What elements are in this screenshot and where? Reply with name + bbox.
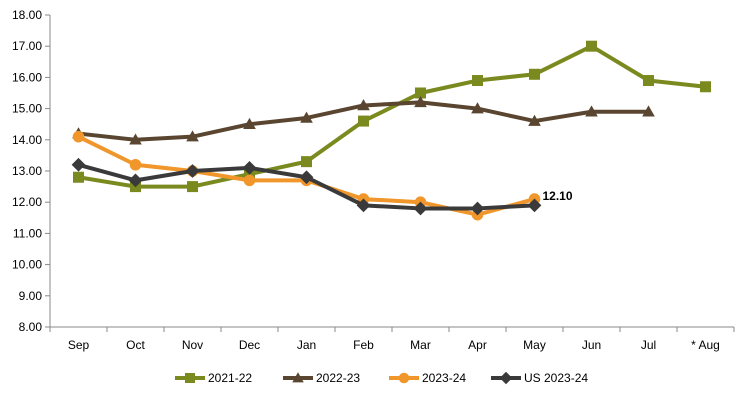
data-point bbox=[471, 102, 484, 114]
data-point bbox=[128, 173, 143, 188]
data-point bbox=[472, 75, 483, 87]
annotation-layer: 12.10 bbox=[543, 189, 573, 203]
data-point bbox=[415, 87, 426, 99]
data-point bbox=[71, 157, 86, 172]
data-point bbox=[643, 75, 654, 87]
x-tick-label: May bbox=[523, 338, 546, 352]
y-tick-label: 13.00 bbox=[12, 164, 42, 178]
data-point bbox=[185, 164, 200, 178]
series-line bbox=[78, 44, 706, 189]
legend: 2021-22 2022-23 2023-24 US 2023-24 bbox=[175, 371, 588, 385]
y-tick-label: 9.00 bbox=[19, 289, 43, 303]
legend-item: 2021-22 bbox=[175, 371, 252, 385]
legend-label: 2023-24 bbox=[422, 371, 466, 385]
series-2021-22 bbox=[73, 40, 711, 193]
data-point bbox=[301, 156, 312, 168]
y-tick-label: 15.00 bbox=[12, 102, 42, 116]
data-point bbox=[586, 40, 597, 52]
data-point bbox=[356, 198, 371, 213]
y-tick-label: 18.00 bbox=[12, 8, 42, 22]
data-point bbox=[187, 181, 198, 193]
legend-label: 2022-23 bbox=[316, 371, 360, 385]
x-tick-label: Jul bbox=[641, 338, 656, 352]
data-label: 12.10 bbox=[543, 189, 573, 203]
x-tick-label: Dec bbox=[239, 338, 260, 352]
data-point bbox=[529, 68, 540, 80]
legend-swatch-marker bbox=[292, 372, 304, 383]
data-point bbox=[243, 117, 256, 129]
data-point bbox=[358, 115, 369, 127]
y-tick-label: 10.00 bbox=[12, 258, 42, 272]
x-tick-label: Apr bbox=[468, 338, 487, 352]
data-point bbox=[528, 114, 541, 126]
legend-label: 2021-22 bbox=[208, 371, 252, 385]
data-point bbox=[129, 158, 142, 171]
y-tick-label: 8.00 bbox=[19, 320, 43, 334]
legend-item: 2022-23 bbox=[283, 371, 360, 385]
y-tick-label: 14.00 bbox=[12, 133, 42, 147]
x-tick-label: * Aug bbox=[691, 338, 720, 352]
data-point bbox=[299, 170, 314, 185]
data-point bbox=[413, 201, 428, 216]
x-tick-label: Sep bbox=[68, 338, 90, 352]
data-point bbox=[73, 171, 84, 183]
legend-swatch-marker bbox=[398, 372, 410, 384]
y-tick-label: 16.00 bbox=[12, 70, 42, 84]
data-point bbox=[470, 201, 485, 216]
x-tick-label: Jun bbox=[582, 338, 601, 352]
y-tick-label: 17.00 bbox=[12, 39, 42, 53]
x-tick-label: Oct bbox=[126, 338, 145, 352]
axes: 8.00 9.00 10.00 11.00 12.00 13.00 14.00 15.00 16… bbox=[12, 8, 735, 352]
data-point bbox=[585, 105, 598, 117]
y-tick-label: 12.00 bbox=[12, 195, 42, 209]
data-point bbox=[300, 111, 313, 123]
data-point bbox=[700, 81, 711, 93]
data-point bbox=[242, 161, 257, 175]
data-point bbox=[72, 130, 85, 143]
legend-label: US 2023-24 bbox=[524, 371, 588, 385]
series-layer bbox=[71, 40, 711, 221]
y-tick-label: 11.00 bbox=[13, 226, 42, 240]
data-point bbox=[642, 105, 655, 117]
x-tick-label: Jan bbox=[297, 338, 316, 352]
data-point bbox=[414, 96, 427, 108]
x-tick-label: Nov bbox=[182, 338, 203, 352]
data-point bbox=[186, 130, 199, 142]
data-point bbox=[527, 198, 542, 213]
legend-swatch-marker bbox=[185, 373, 195, 383]
series-us-2023-24 bbox=[71, 157, 542, 216]
series-2022-23 bbox=[72, 96, 655, 145]
data-point bbox=[243, 174, 256, 187]
data-point bbox=[129, 133, 142, 145]
data-point bbox=[357, 99, 370, 111]
legend-swatch-marker bbox=[499, 371, 513, 385]
legend-item: US 2023-24 bbox=[491, 371, 588, 385]
legend-item: 2023-24 bbox=[389, 371, 466, 385]
x-tick-label: Mar bbox=[410, 338, 431, 352]
x-tick-label: Feb bbox=[353, 338, 374, 352]
